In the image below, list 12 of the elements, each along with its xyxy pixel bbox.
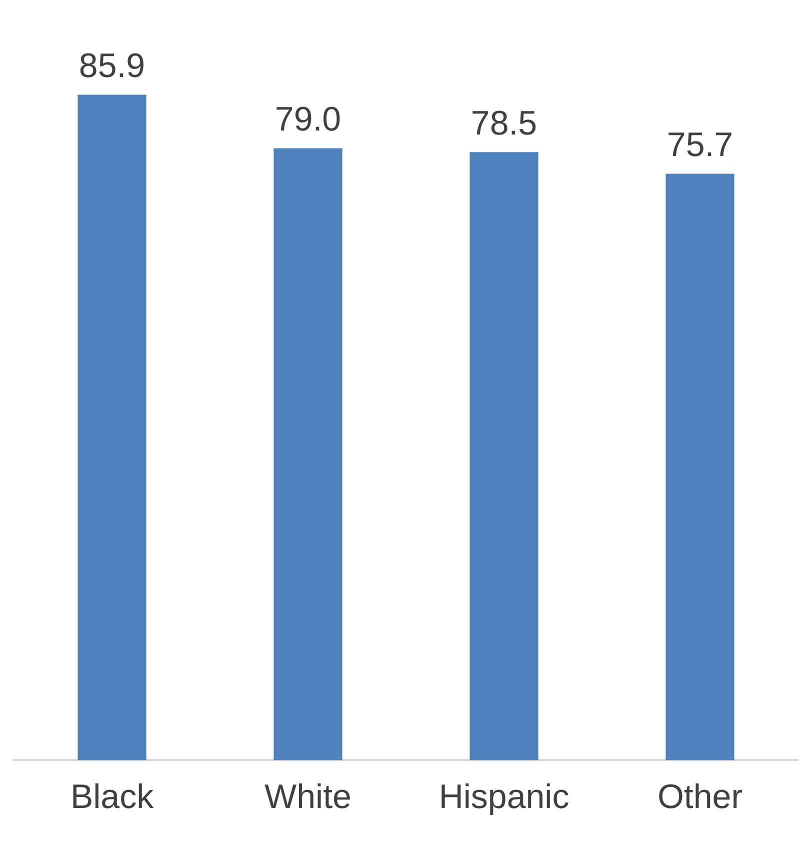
data-label: 79.0 — [274, 100, 342, 139]
bar — [78, 94, 146, 760]
data-label: 78.5 — [470, 104, 538, 142]
x-tick-label: White — [264, 778, 352, 816]
x-tick-label: Hispanic — [438, 778, 570, 816]
bar — [470, 152, 538, 760]
data-label: 85.9 — [78, 47, 146, 86]
x-tick-label: Other — [657, 778, 743, 816]
x-tick-label: Black — [70, 778, 155, 816]
bar — [274, 148, 342, 760]
bar — [666, 174, 734, 760]
data-label: 75.7 — [666, 126, 734, 164]
